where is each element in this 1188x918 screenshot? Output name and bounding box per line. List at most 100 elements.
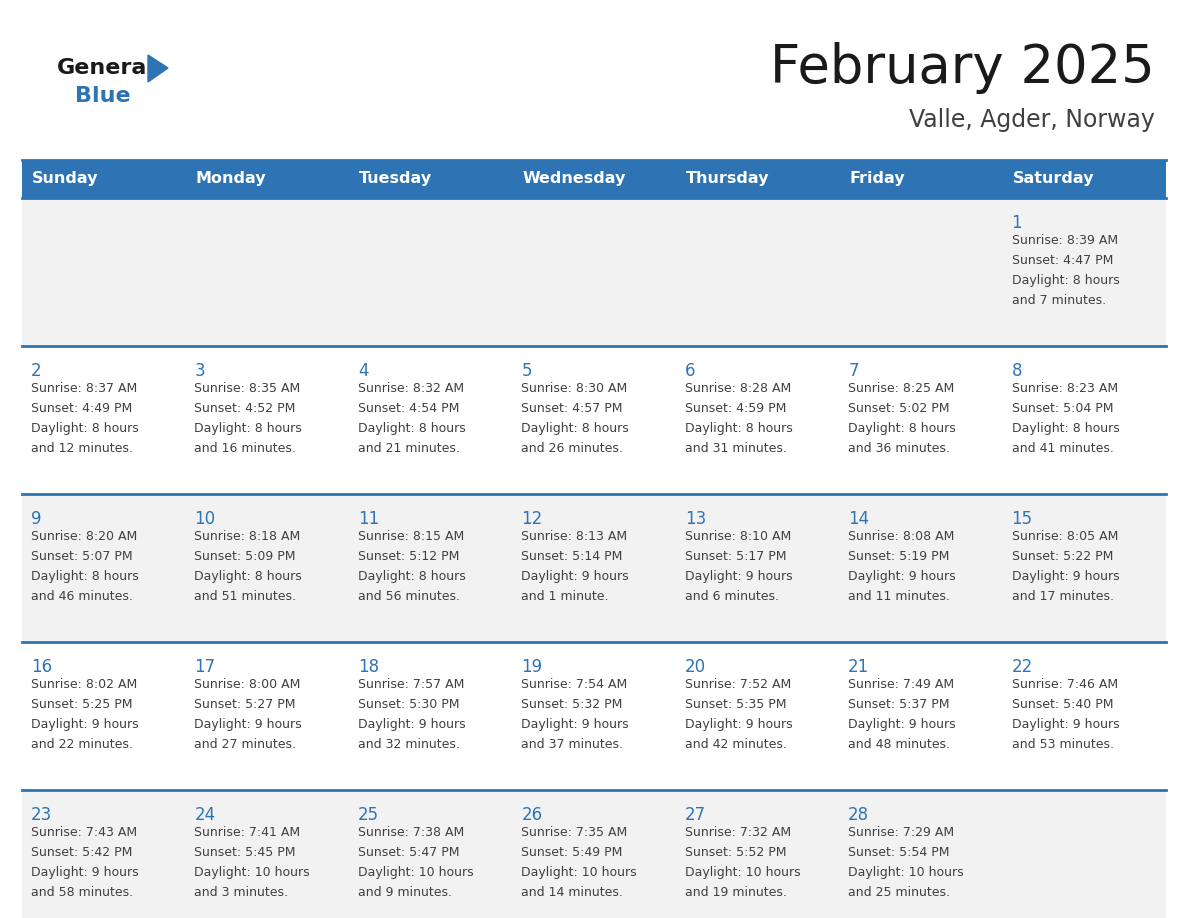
Text: Daylight: 10 hours: Daylight: 10 hours <box>358 866 474 879</box>
Text: Daylight: 8 hours: Daylight: 8 hours <box>195 422 302 435</box>
Text: and 36 minutes.: and 36 minutes. <box>848 442 950 455</box>
Text: and 22 minutes.: and 22 minutes. <box>31 738 133 751</box>
Text: 17: 17 <box>195 658 215 676</box>
Text: and 26 minutes.: and 26 minutes. <box>522 442 624 455</box>
Text: Sunset: 5:30 PM: Sunset: 5:30 PM <box>358 698 460 711</box>
Text: Daylight: 8 hours: Daylight: 8 hours <box>1011 274 1119 287</box>
Text: Sunrise: 8:25 AM: Sunrise: 8:25 AM <box>848 382 954 395</box>
Text: Sunrise: 7:32 AM: Sunrise: 7:32 AM <box>684 826 791 839</box>
Text: and 3 minutes.: and 3 minutes. <box>195 886 289 899</box>
Text: 16: 16 <box>31 658 52 676</box>
Text: and 53 minutes.: and 53 minutes. <box>1011 738 1113 751</box>
Text: Sunrise: 8:10 AM: Sunrise: 8:10 AM <box>684 530 791 543</box>
Text: Sunrise: 8:02 AM: Sunrise: 8:02 AM <box>31 678 138 691</box>
Text: Sunrise: 8:30 AM: Sunrise: 8:30 AM <box>522 382 627 395</box>
Text: Daylight: 9 hours: Daylight: 9 hours <box>358 718 466 731</box>
Text: Monday: Monday <box>196 172 266 186</box>
Text: 5: 5 <box>522 362 532 380</box>
Text: Tuesday: Tuesday <box>359 172 432 186</box>
Text: 4: 4 <box>358 362 368 380</box>
Text: 22: 22 <box>1011 658 1032 676</box>
Text: 28: 28 <box>848 806 870 824</box>
Text: Daylight: 9 hours: Daylight: 9 hours <box>684 718 792 731</box>
Text: and 9 minutes.: and 9 minutes. <box>358 886 451 899</box>
Text: Sunrise: 7:41 AM: Sunrise: 7:41 AM <box>195 826 301 839</box>
Text: 18: 18 <box>358 658 379 676</box>
Text: Daylight: 8 hours: Daylight: 8 hours <box>848 422 956 435</box>
Text: Blue: Blue <box>75 86 131 106</box>
Text: Sunset: 5:42 PM: Sunset: 5:42 PM <box>31 846 132 859</box>
Text: and 42 minutes.: and 42 minutes. <box>684 738 786 751</box>
Text: Daylight: 9 hours: Daylight: 9 hours <box>848 718 956 731</box>
Text: Daylight: 8 hours: Daylight: 8 hours <box>31 422 139 435</box>
Text: and 37 minutes.: and 37 minutes. <box>522 738 624 751</box>
Text: Sunset: 5:37 PM: Sunset: 5:37 PM <box>848 698 949 711</box>
Text: and 56 minutes.: and 56 minutes. <box>358 590 460 603</box>
Text: Sunset: 4:52 PM: Sunset: 4:52 PM <box>195 402 296 415</box>
Text: Sunday: Sunday <box>32 172 99 186</box>
Text: 8: 8 <box>1011 362 1022 380</box>
Text: Daylight: 10 hours: Daylight: 10 hours <box>195 866 310 879</box>
Text: Sunrise: 7:38 AM: Sunrise: 7:38 AM <box>358 826 465 839</box>
Text: Sunset: 5:52 PM: Sunset: 5:52 PM <box>684 846 786 859</box>
Text: Sunrise: 8:28 AM: Sunrise: 8:28 AM <box>684 382 791 395</box>
Text: and 1 minute.: and 1 minute. <box>522 590 608 603</box>
Text: Sunset: 5:07 PM: Sunset: 5:07 PM <box>31 550 133 563</box>
Text: Sunrise: 8:05 AM: Sunrise: 8:05 AM <box>1011 530 1118 543</box>
Text: and 48 minutes.: and 48 minutes. <box>848 738 950 751</box>
Text: Sunset: 5:04 PM: Sunset: 5:04 PM <box>1011 402 1113 415</box>
Text: February 2025: February 2025 <box>770 42 1155 94</box>
Text: General: General <box>57 58 154 78</box>
Text: and 58 minutes.: and 58 minutes. <box>31 886 133 899</box>
Text: Sunset: 5:02 PM: Sunset: 5:02 PM <box>848 402 949 415</box>
Text: Sunset: 5:27 PM: Sunset: 5:27 PM <box>195 698 296 711</box>
Bar <box>23 494 1165 642</box>
Text: Sunrise: 8:32 AM: Sunrise: 8:32 AM <box>358 382 465 395</box>
Text: Sunrise: 8:00 AM: Sunrise: 8:00 AM <box>195 678 301 691</box>
Text: Sunset: 4:57 PM: Sunset: 4:57 PM <box>522 402 623 415</box>
Text: 26: 26 <box>522 806 543 824</box>
Bar <box>23 346 1165 494</box>
Text: Sunrise: 8:23 AM: Sunrise: 8:23 AM <box>1011 382 1118 395</box>
Text: and 31 minutes.: and 31 minutes. <box>684 442 786 455</box>
Text: Sunrise: 7:29 AM: Sunrise: 7:29 AM <box>848 826 954 839</box>
Text: Daylight: 10 hours: Daylight: 10 hours <box>848 866 963 879</box>
Text: and 32 minutes.: and 32 minutes. <box>358 738 460 751</box>
Text: 23: 23 <box>31 806 52 824</box>
Text: 25: 25 <box>358 806 379 824</box>
Text: Daylight: 10 hours: Daylight: 10 hours <box>522 866 637 879</box>
Text: and 12 minutes.: and 12 minutes. <box>31 442 133 455</box>
Text: Sunset: 5:22 PM: Sunset: 5:22 PM <box>1011 550 1113 563</box>
Text: Sunset: 5:47 PM: Sunset: 5:47 PM <box>358 846 460 859</box>
Text: Daylight: 9 hours: Daylight: 9 hours <box>195 718 302 731</box>
Text: Daylight: 9 hours: Daylight: 9 hours <box>31 866 139 879</box>
Text: Sunrise: 8:37 AM: Sunrise: 8:37 AM <box>31 382 138 395</box>
Text: and 21 minutes.: and 21 minutes. <box>358 442 460 455</box>
Text: Sunrise: 7:52 AM: Sunrise: 7:52 AM <box>684 678 791 691</box>
Text: Daylight: 8 hours: Daylight: 8 hours <box>358 570 466 583</box>
Bar <box>23 160 1165 198</box>
Text: Daylight: 9 hours: Daylight: 9 hours <box>684 570 792 583</box>
Text: 2: 2 <box>31 362 42 380</box>
Text: Sunrise: 8:13 AM: Sunrise: 8:13 AM <box>522 530 627 543</box>
Text: and 11 minutes.: and 11 minutes. <box>848 590 950 603</box>
Text: Sunrise: 8:08 AM: Sunrise: 8:08 AM <box>848 530 954 543</box>
Text: Sunset: 5:19 PM: Sunset: 5:19 PM <box>848 550 949 563</box>
Text: and 7 minutes.: and 7 minutes. <box>1011 294 1106 307</box>
Text: 6: 6 <box>684 362 695 380</box>
Text: Sunset: 5:54 PM: Sunset: 5:54 PM <box>848 846 949 859</box>
Text: 15: 15 <box>1011 510 1032 528</box>
Text: Friday: Friday <box>849 172 905 186</box>
Text: Sunrise: 7:49 AM: Sunrise: 7:49 AM <box>848 678 954 691</box>
Text: and 19 minutes.: and 19 minutes. <box>684 886 786 899</box>
Text: Sunset: 5:12 PM: Sunset: 5:12 PM <box>358 550 460 563</box>
Text: Sunset: 4:47 PM: Sunset: 4:47 PM <box>1011 254 1113 267</box>
Text: and 51 minutes.: and 51 minutes. <box>195 590 297 603</box>
Text: 21: 21 <box>848 658 870 676</box>
Text: and 46 minutes.: and 46 minutes. <box>31 590 133 603</box>
Text: and 25 minutes.: and 25 minutes. <box>848 886 950 899</box>
Text: Sunset: 5:45 PM: Sunset: 5:45 PM <box>195 846 296 859</box>
Bar <box>23 790 1165 918</box>
Text: Sunrise: 7:43 AM: Sunrise: 7:43 AM <box>31 826 137 839</box>
Text: Daylight: 8 hours: Daylight: 8 hours <box>1011 422 1119 435</box>
